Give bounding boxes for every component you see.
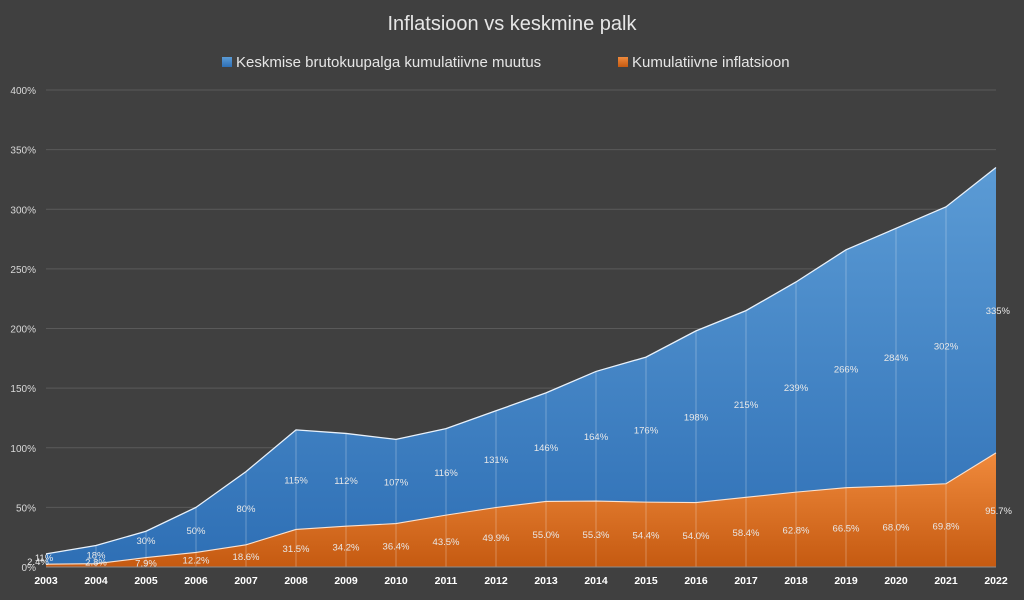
data-label-inflation: 54.4% <box>633 531 660 542</box>
data-label-wages: 11% <box>35 553 54 564</box>
y-tick-label: 50% <box>16 503 36 514</box>
x-tick-label: 2007 <box>234 575 258 587</box>
data-label-inflation: 62.8% <box>783 526 810 537</box>
data-label-inflation: 58.4% <box>733 528 760 539</box>
data-label-inflation: 7.9% <box>135 558 157 569</box>
data-labels: 11% 18% 30% 50% 80% 115% 112% 107% 116% 131% 146% 1… <box>27 306 1012 569</box>
y-tick-label: 200% <box>10 325 36 336</box>
x-tick-label: 2006 <box>184 575 208 587</box>
series-area-wages <box>46 167 996 567</box>
data-label-wages: 107% <box>384 477 409 488</box>
data-label-wages: 335% <box>986 306 1011 317</box>
data-label-wages: 215% <box>734 400 759 411</box>
x-tick-label: 2021 <box>934 575 958 587</box>
legend-label: Keskmise brutokuupalga kumulatiivne muut… <box>236 54 541 71</box>
x-tick-label: 2015 <box>634 575 658 587</box>
x-tick-label: 2009 <box>334 575 358 587</box>
x-tick-label: 2012 <box>484 575 508 587</box>
data-label-wages: 198% <box>684 413 709 424</box>
data-label-inflation: 95.7% <box>985 506 1012 517</box>
data-label-inflation: 31.5% <box>283 544 310 555</box>
data-label-inflation: 18.6% <box>233 552 260 563</box>
data-label-inflation: 55.0% <box>533 530 560 541</box>
series-area-inflation <box>46 452 996 567</box>
data-label-wages: 50% <box>186 526 206 537</box>
series-line-inflation <box>45 452 997 565</box>
data-label-inflation: 69.8% <box>933 521 960 532</box>
y-tick-label: 150% <box>10 384 36 395</box>
data-label-wages: 284% <box>884 353 909 364</box>
x-axis: 2003 2004 2005 2006 2007 2008 2009 2010 2011 2012… <box>34 566 1008 587</box>
data-label-wages: 146% <box>534 443 559 454</box>
y-tick-label: 400% <box>10 86 36 97</box>
data-label-wages: 302% <box>934 341 959 352</box>
data-label-inflation: 36.4% <box>383 541 410 552</box>
x-tick-label: 2011 <box>435 575 458 587</box>
legend: Keskmise brutokuupalga kumulatiivne muut… <box>222 54 790 71</box>
y-tick-label: 300% <box>10 205 36 216</box>
x-tick-label: 2017 <box>734 575 758 587</box>
y-tick-label: 0% <box>22 563 37 574</box>
data-label-inflation: 55.3% <box>583 530 610 541</box>
x-tick-label: 2010 <box>384 575 408 587</box>
y-tick-label: 350% <box>10 146 36 157</box>
plot-area <box>45 167 997 567</box>
data-label-inflation: 2.8% <box>85 558 107 569</box>
data-label-inflation: 2.4% <box>27 557 49 568</box>
data-label-wages: 18% <box>86 551 106 562</box>
data-label-wages: 30% <box>136 536 156 547</box>
data-label-inflation: 34.2% <box>333 543 360 554</box>
data-label-inflation: 68.0% <box>883 522 910 533</box>
y-axis: 0% 50% 100% 150% 200% 250% 300% 350% 400% <box>10 86 36 574</box>
legend-label: Kumulatiivne inflatsioon <box>632 54 790 71</box>
x-tick-label: 2004 <box>84 575 108 587</box>
x-tick-label: 2003 <box>34 575 58 587</box>
data-label-inflation: 49.9% <box>483 533 510 544</box>
x-tick-label: 2014 <box>584 575 608 587</box>
series-line-wages <box>45 167 997 555</box>
x-tick-label: 2008 <box>284 575 308 587</box>
data-label-inflation: 54.0% <box>683 531 710 542</box>
data-label-inflation: 12.2% <box>183 556 210 567</box>
data-label-wages: 112% <box>334 476 358 487</box>
x-tick-label: 2005 <box>134 575 158 587</box>
y-tick-label: 100% <box>10 444 36 455</box>
x-tick-label: 2018 <box>784 575 808 587</box>
data-label-wages: 131% <box>484 455 509 466</box>
legend-swatch <box>618 57 628 67</box>
x-tick-label: 2019 <box>834 575 858 587</box>
data-label-wages: 115% <box>284 476 308 487</box>
data-label-inflation: 43.5% <box>433 537 460 548</box>
x-tick-label: 2016 <box>684 575 708 587</box>
x-tick-label: 2013 <box>534 575 558 587</box>
x-tick-label: 2020 <box>884 575 908 587</box>
data-label-wages: 116% <box>434 468 458 479</box>
legend-swatch <box>222 57 232 67</box>
data-label-wages: 80% <box>236 504 256 515</box>
data-label-wages: 266% <box>834 365 859 376</box>
y-tick-label: 250% <box>10 265 36 276</box>
data-label-wages: 176% <box>634 426 659 437</box>
chart-title: Inflatsioon vs keskmine palk <box>387 13 637 35</box>
data-label-wages: 239% <box>784 383 809 394</box>
data-label-wages: 164% <box>584 432 609 443</box>
x-tick-label: 2022 <box>984 575 1008 587</box>
data-label-inflation: 66.5% <box>833 523 860 534</box>
